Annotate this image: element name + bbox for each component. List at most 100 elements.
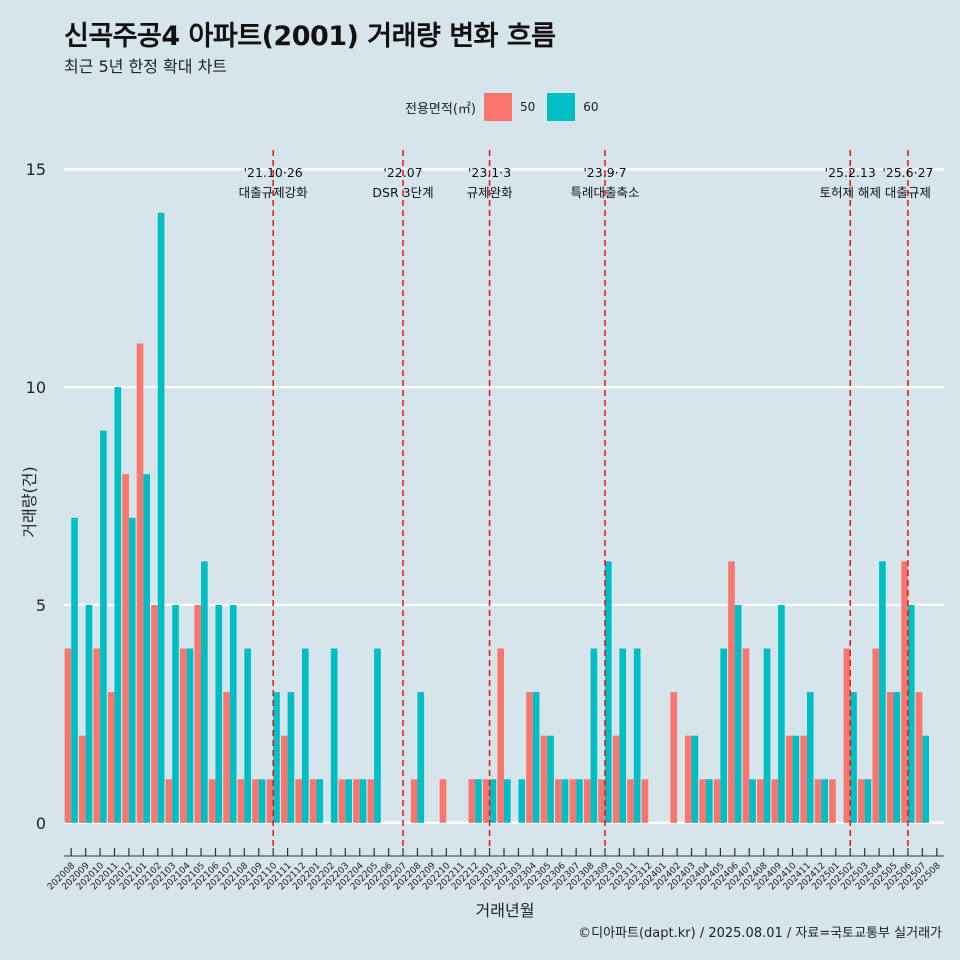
event-date: '23.1·3: [468, 165, 511, 180]
bar-60-202104: [186, 648, 194, 823]
legend-key-60: [547, 93, 576, 121]
bar-50-202010: [93, 648, 101, 823]
bar-60-202111: [287, 692, 295, 823]
bar-60-202412: [821, 779, 829, 823]
bar-60-202507: [922, 735, 929, 823]
bar-60-202201: [316, 779, 324, 823]
event-label: 특례대출축소: [570, 185, 639, 200]
bar-50-202109: [252, 779, 259, 823]
bar-60-202308: [590, 648, 598, 823]
bar-50-202502: [843, 648, 851, 823]
bar-60-202010: [100, 430, 107, 823]
bar-50-202212: [468, 779, 476, 823]
event-date: '25.2.13: [825, 165, 876, 180]
bar-50-202501: [829, 779, 836, 823]
bar-50-202009: [79, 735, 86, 823]
bar-50-202312: [641, 779, 649, 823]
bar-50-202107: [223, 692, 230, 823]
bar-50-202409: [771, 779, 779, 823]
bar-50-202408: [757, 779, 764, 823]
bar-50-202405: [713, 779, 721, 823]
bar-50-202507: [915, 692, 923, 823]
bar-60-202311: [633, 648, 641, 823]
bar-50-202309: [598, 779, 605, 823]
y-tick-label: 10: [26, 378, 46, 397]
bar-60-202306: [561, 779, 569, 823]
bar-50-202503: [858, 779, 865, 823]
bar-60-202102: [157, 212, 165, 823]
bar-50-202101: [136, 343, 144, 823]
bar-60-202304: [532, 692, 540, 823]
bar-50-202104: [179, 648, 187, 823]
bar-60-202307: [576, 779, 583, 823]
bar-60-202105: [201, 561, 208, 823]
event-date: '22.07: [383, 165, 422, 180]
legend-label-50: 50: [519, 100, 536, 114]
bar-60-202204: [359, 779, 367, 823]
bar-50-202310: [612, 735, 620, 823]
bar-60-202502: [850, 692, 857, 823]
bar-50-202301: [482, 779, 490, 823]
event-label: 토허제 해제: [819, 185, 880, 200]
bar-60-202506: [907, 604, 915, 823]
chart-title: 신곡주공4 아파트(2001) 거래량 변화 흐름: [64, 21, 556, 52]
bar-50-202412: [814, 779, 822, 823]
bar-50-202402: [670, 692, 678, 823]
bar-60-202008: [71, 517, 78, 823]
bar-60-202408: [763, 648, 771, 823]
bar-60-202404: [705, 779, 713, 823]
bar-60-202410: [792, 735, 800, 823]
bar-50-202407: [742, 648, 750, 823]
bar-60-202406: [734, 604, 742, 823]
bar-60-202309: [604, 561, 612, 823]
bar-50-202505: [886, 692, 894, 823]
bar-50-202103: [165, 779, 173, 823]
bar-50-202305: [540, 735, 548, 823]
bar-60-202503: [864, 779, 872, 823]
bar-60-202012: [128, 517, 136, 823]
bar-50-202506: [901, 561, 908, 823]
bar-50-202011: [107, 692, 115, 823]
chart-subtitle: 최근 5년 한정 확대 차트: [64, 57, 228, 76]
bar-50-202204: [353, 779, 360, 823]
bar-50-202404: [699, 779, 706, 823]
event-label: 대출규제: [885, 185, 931, 200]
bar-50-202208: [410, 779, 418, 823]
source-caption: ©디아파트(dapt.kr) / 2025.08.01 / 자료=국토교통부 실…: [578, 926, 942, 941]
bar-60-202011: [114, 387, 122, 823]
bar-60-202407: [749, 779, 756, 823]
bar-50-202311: [627, 779, 634, 823]
bar-50-202105: [194, 604, 202, 823]
bar-50-202307: [569, 779, 577, 823]
event-label: 대출규제강화: [239, 185, 309, 200]
bar-60-202208: [417, 692, 425, 823]
bar-50-202106: [208, 779, 216, 823]
bar-50-202406: [728, 561, 735, 823]
bar-60-202301: [489, 779, 497, 823]
bar-60-202107: [229, 604, 237, 823]
bar-60-202505: [893, 692, 901, 823]
legend-label-60: 60: [583, 100, 599, 114]
bar-50-202210: [439, 779, 447, 823]
y-axis-label: 거래량(건): [20, 466, 39, 538]
bar-60-202106: [215, 604, 223, 823]
event-date: '23.9·7: [583, 165, 626, 180]
bar-60-202009: [85, 604, 93, 823]
bar-60-202108: [244, 648, 251, 823]
bar-50-202304: [526, 692, 533, 823]
bar-60-202203: [345, 779, 352, 823]
bar-60-202212: [475, 779, 482, 823]
bar-60-202202: [330, 648, 338, 823]
bar-50-202411: [800, 735, 807, 823]
legend-title: 전용면적(㎡): [405, 101, 476, 117]
x-axis-label: 거래년월: [475, 901, 535, 920]
bar-60-202504: [879, 561, 886, 823]
bar-50-202403: [684, 735, 692, 823]
event-label: DSR 3단계: [372, 185, 433, 200]
bar-60-202101: [143, 474, 150, 823]
bar-50-202203: [338, 779, 346, 823]
bar-60-202411: [806, 692, 814, 823]
bar-50-202302: [497, 648, 504, 823]
